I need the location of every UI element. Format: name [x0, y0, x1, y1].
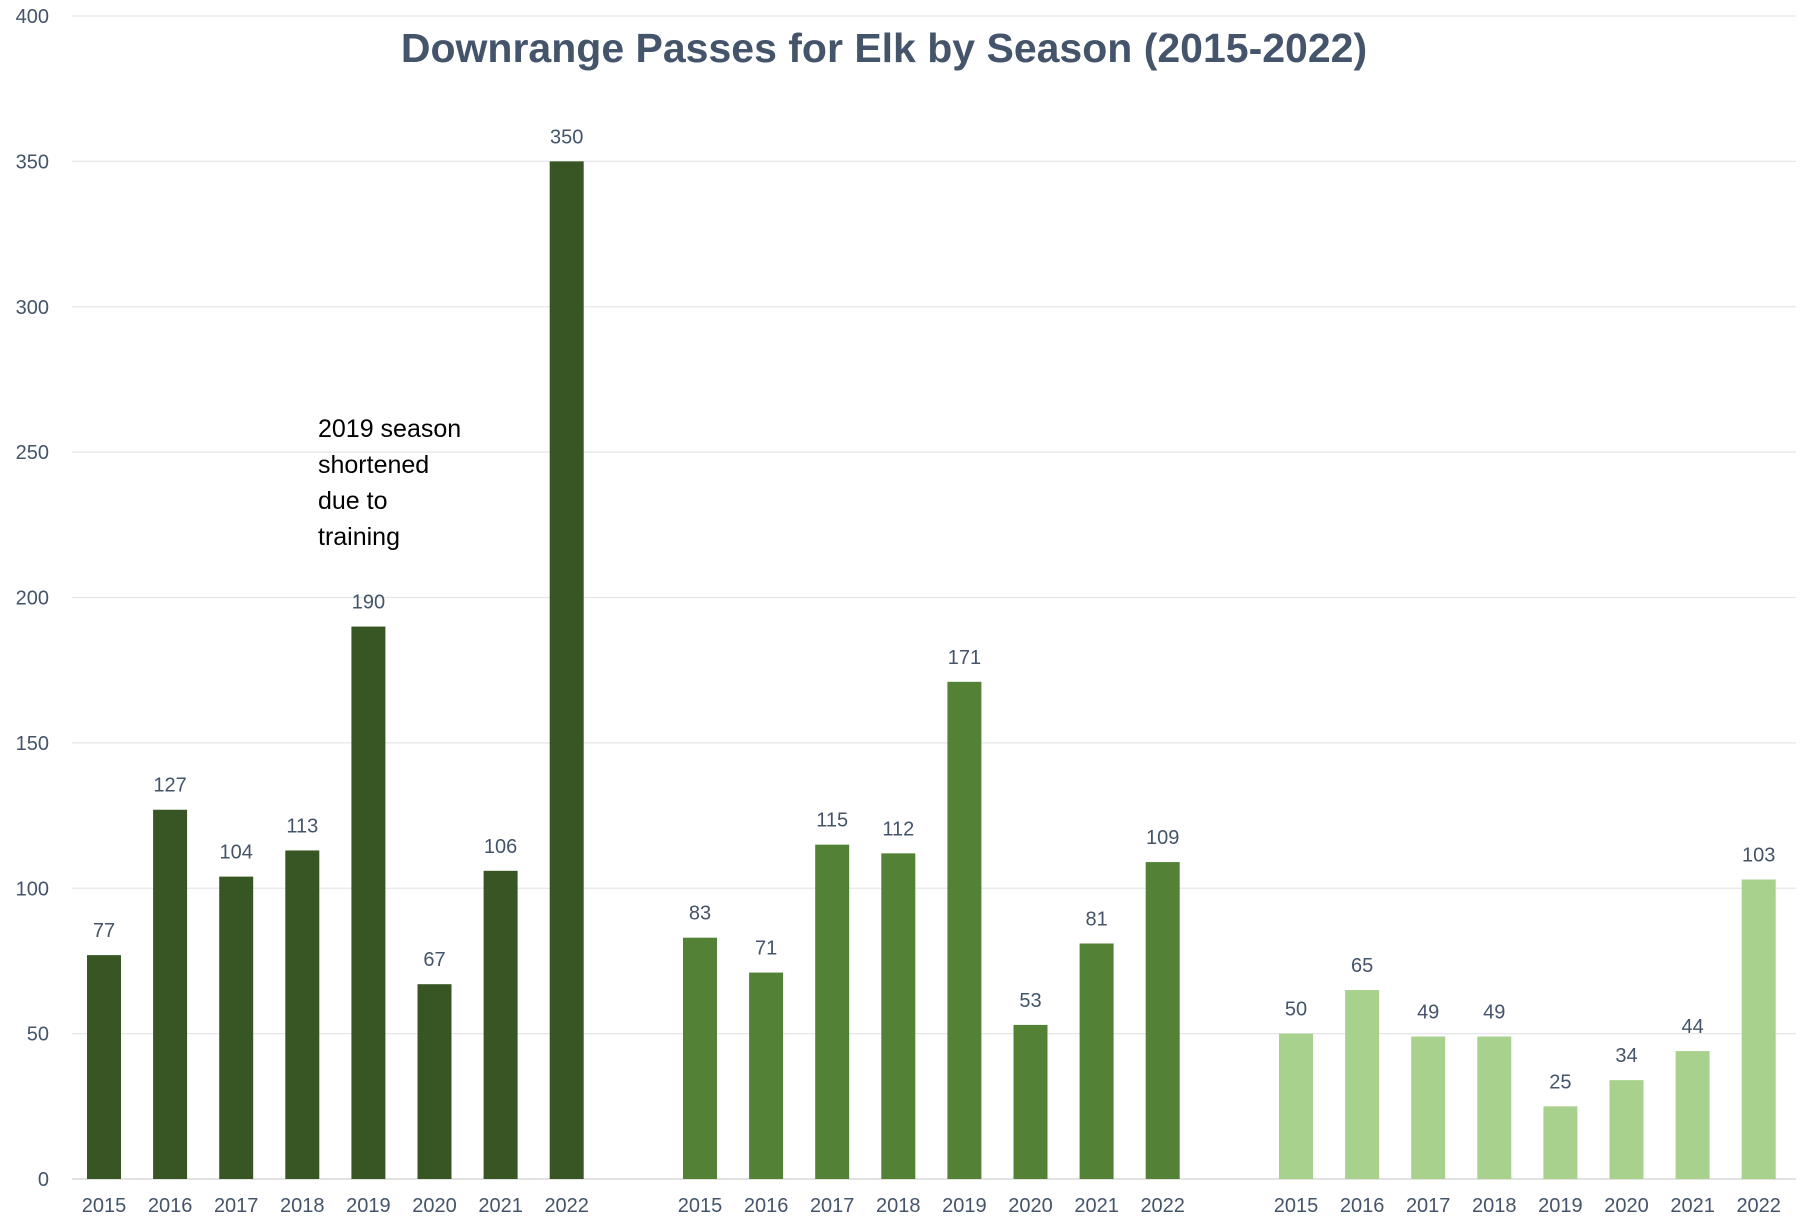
x-tick-label: 2018 [1472, 1195, 1517, 1217]
annotation-line: shortened [318, 451, 429, 479]
bar [881, 853, 916, 1179]
y-tick-label: 350 [16, 151, 49, 173]
data-label: 127 [153, 775, 186, 797]
y-tick-label: 200 [16, 588, 49, 610]
data-label: 112 [882, 818, 914, 840]
bar [285, 850, 320, 1179]
y-tick-label: 300 [16, 297, 49, 319]
data-label: 83 [689, 903, 711, 925]
bar [1013, 1024, 1048, 1179]
y-tick-label: 150 [16, 733, 49, 755]
annotation-line: due to [318, 487, 388, 515]
y-axis-tick-labels: 0 50 100 150 200 250 300 350 400 [16, 6, 49, 1191]
data-label: 103 [1742, 845, 1775, 867]
data-label: 65 [1351, 955, 1373, 977]
chart-title: Downrange Passes for Elk by Season (2015… [401, 25, 1367, 71]
bar [1477, 1036, 1512, 1179]
bar [1675, 1051, 1710, 1179]
x-tick-label: 2018 [876, 1195, 921, 1217]
bars [87, 161, 1776, 1179]
x-tick-label: 2022 [1736, 1195, 1781, 1217]
x-tick-label: 2015 [82, 1195, 127, 1217]
data-label: 50 [1285, 999, 1307, 1021]
x-tick-label: 2020 [1604, 1195, 1649, 1217]
data-label: 115 [816, 810, 848, 832]
x-tick-label: 2021 [478, 1195, 523, 1217]
data-label: 350 [550, 126, 583, 148]
x-tick-label: 2016 [148, 1195, 193, 1217]
x-tick-label: 2020 [412, 1195, 457, 1217]
bar [483, 870, 518, 1179]
bar [749, 972, 784, 1179]
bar [1079, 943, 1114, 1179]
annotation-line: 2019 season [318, 415, 461, 443]
bar [815, 844, 850, 1179]
y-tick-label: 400 [16, 6, 49, 28]
data-label: 104 [220, 842, 253, 864]
data-label: 49 [1417, 1002, 1439, 1024]
bar [683, 937, 717, 1179]
data-label: 67 [423, 949, 445, 971]
bar [351, 626, 386, 1179]
x-tick-label: 2021 [1074, 1195, 1119, 1217]
x-tick-label: 2017 [1406, 1195, 1451, 1217]
y-tick-label: 0 [38, 1169, 49, 1191]
data-label: 77 [93, 920, 115, 942]
data-label: 171 [948, 647, 981, 669]
bar [1741, 879, 1776, 1179]
bar [417, 984, 452, 1179]
x-tick-label: 2018 [280, 1195, 325, 1217]
bar [1543, 1106, 1578, 1179]
x-tick-label: 2015 [678, 1195, 723, 1217]
data-label: 109 [1146, 827, 1179, 849]
x-tick-label: 2019 [942, 1195, 987, 1217]
data-label: 53 [1019, 990, 1041, 1012]
x-tick-label: 2019 [1538, 1195, 1583, 1217]
data-label: 49 [1483, 1002, 1505, 1024]
y-tick-label: 250 [16, 442, 49, 464]
bar [1411, 1036, 1446, 1179]
x-tick-label: 2017 [810, 1195, 855, 1217]
bar [1145, 862, 1180, 1179]
data-labels: 77 127 104 113 190 67 106 350 83 71 115 112 171 53 81 1… [93, 126, 1776, 1093]
bar [1609, 1080, 1644, 1179]
bar [219, 876, 254, 1179]
bar [153, 809, 188, 1179]
y-tick-label: 100 [16, 878, 49, 900]
x-tick-label: 2016 [744, 1195, 789, 1217]
bar [947, 681, 982, 1179]
data-label: 113 [286, 815, 318, 837]
data-label: 106 [484, 836, 517, 858]
x-tick-label: 2017 [214, 1195, 259, 1217]
data-label: 44 [1681, 1016, 1703, 1038]
y-tick-label: 50 [27, 1024, 49, 1046]
bar [549, 161, 584, 1179]
x-tick-label: 2021 [1670, 1195, 1715, 1217]
data-label: 81 [1085, 908, 1107, 930]
x-tick-label: 2019 [346, 1195, 391, 1217]
x-tick-label: 2015 [1274, 1195, 1319, 1217]
x-tick-label: 2022 [544, 1195, 589, 1217]
x-tick-label: 2022 [1140, 1195, 1185, 1217]
chart-annotation: 2019 season shortened due to training [318, 415, 461, 551]
annotation-line: training [318, 523, 400, 551]
data-label: 71 [755, 938, 777, 960]
bar [1345, 990, 1380, 1179]
gridlines [72, 15, 1796, 1180]
bar [87, 955, 121, 1179]
data-label: 34 [1615, 1045, 1637, 1067]
bar [1279, 1033, 1313, 1179]
x-tick-label: 2020 [1008, 1195, 1053, 1217]
data-label: 25 [1549, 1071, 1571, 1093]
x-tick-label: 2016 [1340, 1195, 1385, 1217]
data-label: 190 [352, 592, 385, 614]
x-axis-tick-labels: 2015 2016 2017 2018 2019 2020 2021 2022 2015 2016… [82, 1195, 1781, 1217]
